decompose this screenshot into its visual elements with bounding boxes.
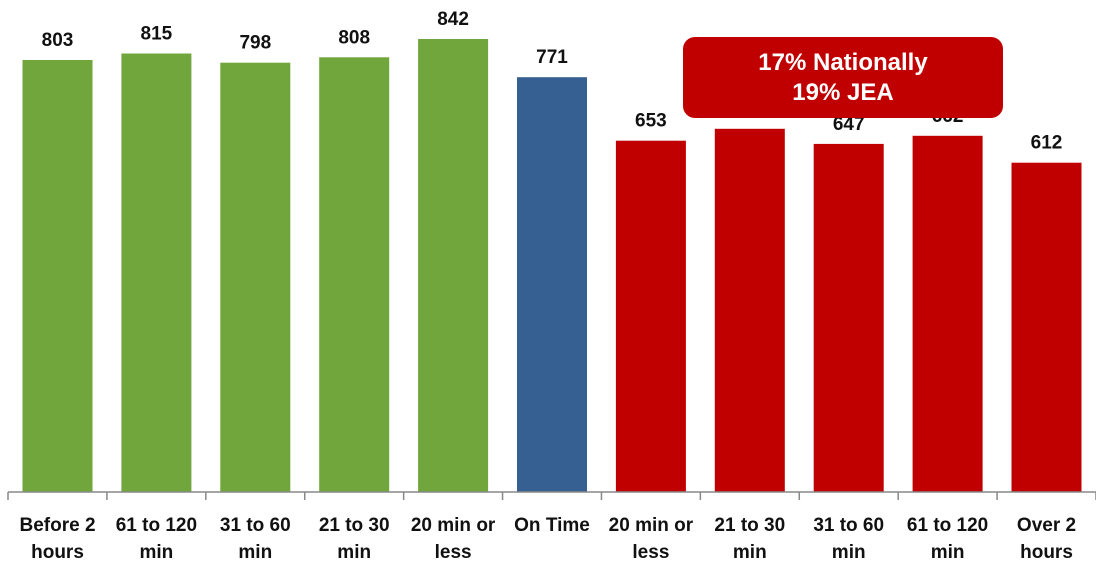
category-label: min bbox=[140, 542, 174, 563]
bar-value-label: 647 bbox=[833, 114, 865, 135]
bar bbox=[1011, 162, 1082, 492]
category-label: 61 to 120 bbox=[116, 515, 197, 536]
category-label: 20 min or bbox=[411, 515, 496, 536]
category-label: min bbox=[832, 542, 866, 563]
category-label: Over 2 bbox=[1017, 515, 1076, 536]
bar bbox=[121, 53, 192, 492]
callout-line-jea: 19% JEA bbox=[792, 78, 894, 106]
category-label: 61 to 120 bbox=[907, 515, 988, 536]
category-label: min bbox=[733, 542, 767, 563]
bar-value-label: 771 bbox=[536, 47, 568, 68]
x-axis-ticks bbox=[7, 492, 1096, 500]
percent-late-callout: 17% Nationally 19% JEA bbox=[683, 37, 1003, 118]
bar bbox=[517, 77, 587, 492]
category-label: less bbox=[632, 542, 669, 563]
category-label: hours bbox=[31, 542, 84, 563]
category-label: min bbox=[337, 542, 371, 563]
bar bbox=[418, 39, 489, 492]
bar bbox=[813, 143, 884, 492]
bars-group bbox=[22, 39, 1082, 493]
bar-value-label: 798 bbox=[239, 33, 271, 54]
callout-line-national: 17% Nationally bbox=[758, 48, 928, 76]
bar-value-label: 612 bbox=[1031, 133, 1063, 154]
bar-value-label: 803 bbox=[42, 30, 74, 51]
bar bbox=[22, 60, 93, 492]
category-labels-group: Before 2 hours 61 to 120 min 31 to 60 min 21 t… bbox=[19, 515, 1076, 563]
bar bbox=[319, 57, 390, 493]
bar bbox=[714, 128, 785, 493]
bar-value-label: 815 bbox=[141, 24, 173, 45]
category-label: hours bbox=[1020, 542, 1073, 563]
category-label: Before 2 bbox=[19, 515, 95, 536]
category-label: 20 min or bbox=[609, 515, 694, 536]
category-label: On Time bbox=[514, 515, 590, 536]
category-label: 31 to 60 bbox=[220, 515, 291, 536]
bar-value-label: 653 bbox=[635, 111, 667, 132]
category-label: 21 to 30 bbox=[714, 515, 785, 536]
bar-value-label: 842 bbox=[437, 9, 469, 30]
category-label: min bbox=[238, 542, 272, 563]
bar bbox=[615, 140, 686, 492]
category-label: 31 to 60 bbox=[813, 515, 884, 536]
bar bbox=[912, 135, 983, 493]
category-label: min bbox=[931, 542, 965, 563]
category-label: 21 to 30 bbox=[319, 515, 390, 536]
bar-value-label: 808 bbox=[338, 27, 370, 48]
category-label: less bbox=[435, 542, 472, 563]
bar bbox=[220, 62, 291, 492]
